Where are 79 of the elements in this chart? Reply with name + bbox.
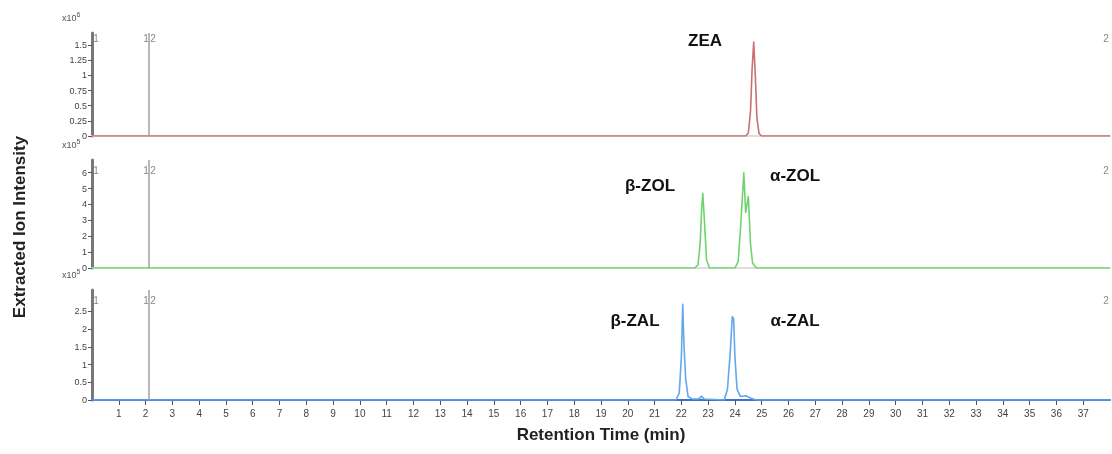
y-axis-title: Extracted Ion Intensity (10, 135, 30, 319)
x-tick-label: 33 (970, 407, 983, 419)
x-tick-label: 16 (515, 407, 527, 419)
y-tick-label: 1.5 (74, 40, 87, 51)
annotation: α-ZAL (770, 310, 820, 330)
x-tick-label: 34 (997, 407, 1009, 419)
x-tick-label: 1 (116, 407, 123, 419)
annotation: 1 (143, 294, 150, 306)
y-tick-label: 1 (81, 70, 87, 81)
annotation: ZEA (688, 30, 722, 50)
annotation: 2 (1103, 164, 1110, 176)
annotation: 1 (93, 294, 100, 306)
y-tick-label: 1.5 (74, 341, 87, 352)
y-tick-label: 2 (81, 324, 87, 335)
y-tick-label: 1 (81, 247, 87, 258)
x-tick-label: 20 (622, 407, 634, 419)
y-tick-label: 0.25 (69, 115, 87, 126)
x-tick-label: 5 (223, 407, 230, 419)
annotation: α-ZOL (769, 165, 821, 185)
annotation: β-ZOL (624, 175, 676, 195)
x-tick-label: 12 (407, 407, 420, 419)
x-tick-label: 15 (488, 407, 500, 419)
y-tick-label: 2.5 (74, 306, 87, 317)
x-tick-label: 2 (142, 407, 149, 419)
x-tick-label: 6 (249, 407, 256, 419)
x-tick-label: 26 (782, 407, 795, 419)
x-tick-label: 21 (649, 407, 661, 419)
annotation: 2 (1103, 32, 1110, 44)
x-tick-label: 32 (943, 407, 956, 419)
annotation: 1 (93, 32, 100, 44)
y-tick-label: 1.25 (69, 55, 87, 66)
x-axis-title: Retention Time (min) (516, 425, 686, 444)
x-tick-label: 25 (756, 407, 768, 419)
annotation: 2 (150, 164, 157, 176)
x-tick-label: 23 (702, 407, 715, 419)
x-tick-label: 27 (809, 407, 822, 419)
y-tick-label: 0 (81, 395, 87, 405)
y-tick-label: 6 (81, 167, 87, 178)
x-tick-label: 37 (1077, 407, 1090, 419)
y-tick-label: 0.5 (74, 100, 87, 111)
x-tick-label: 17 (541, 407, 554, 419)
y-tick-label: 5 (81, 183, 87, 194)
annotation: 2 (1103, 294, 1110, 306)
x-tick-label: 14 (461, 407, 474, 419)
y-tick-label: 4 (81, 199, 87, 210)
annotation: β-ZAL (610, 310, 660, 330)
x-tick-label: 4 (196, 407, 203, 419)
x-tick-label: 22 (675, 407, 688, 419)
x-tick-label: 24 (729, 407, 741, 419)
y-tick-label: 2 (81, 231, 87, 242)
annotation: 2 (150, 294, 157, 306)
x-tick-label: 3 (169, 407, 176, 419)
x-tick-label: 30 (890, 407, 902, 419)
y-tick-label: 0.75 (69, 85, 87, 96)
y-tick-label: 1 (81, 359, 87, 370)
x-tick-label: 18 (568, 407, 581, 419)
x-tick-label: 36 (1050, 407, 1063, 419)
text: x10$^{5}$ (62, 268, 81, 280)
y-tick-label: 3 (81, 215, 87, 226)
x-tick-label: 28 (836, 407, 849, 419)
x-tick-label: 11 (381, 407, 393, 419)
text: x10$^{5}$ (62, 138, 81, 150)
text: x10$^{6}$ (62, 11, 81, 23)
annotation: 2 (150, 32, 157, 44)
annotation: 1 (143, 32, 150, 44)
x-tick-label: 13 (434, 407, 447, 419)
x-tick-label: 8 (303, 407, 310, 419)
y-tick-label: 0.5 (74, 377, 87, 388)
x-tick-label: 31 (916, 407, 929, 419)
annotation: 1 (143, 164, 150, 176)
y-tick-label: 0 (81, 263, 87, 273)
x-tick-label: 7 (276, 407, 283, 419)
x-tick-label: 19 (595, 407, 607, 419)
x-tick-label: 9 (330, 407, 337, 419)
x-tick-label: 10 (354, 407, 366, 419)
x-tick-label: 29 (863, 407, 875, 419)
y-tick-label: 0 (81, 131, 87, 141)
x-tick-label: 35 (1024, 407, 1036, 419)
annotation: 1 (93, 164, 100, 176)
